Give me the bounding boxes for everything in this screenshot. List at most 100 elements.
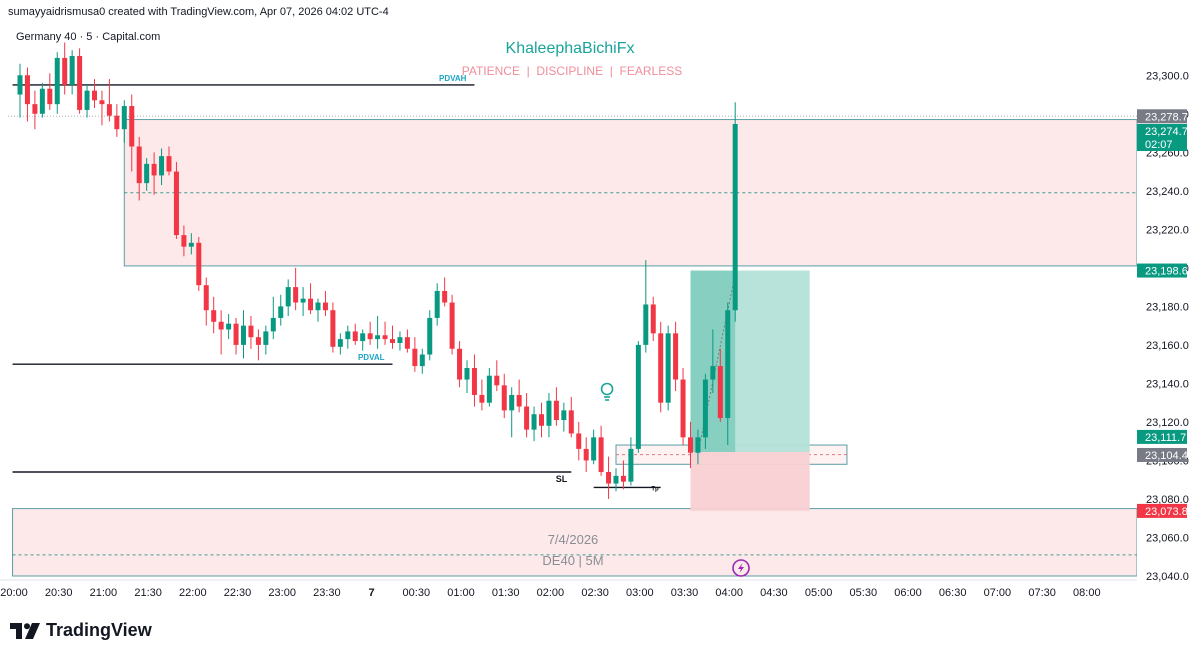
candle-body xyxy=(650,304,656,334)
candle xyxy=(412,337,418,372)
candle xyxy=(442,277,448,307)
candle xyxy=(308,283,314,315)
candle-body xyxy=(203,285,209,311)
symbol-label: Germany 40 · 5 · Capital.com xyxy=(16,31,160,43)
candle-body xyxy=(248,325,254,338)
candle xyxy=(241,310,246,359)
candle-body xyxy=(39,88,45,114)
candle-body xyxy=(233,323,239,345)
candle-body xyxy=(360,333,366,342)
candle-body xyxy=(404,337,410,349)
x-tick-label: 23:00 xyxy=(268,587,296,599)
candle-body xyxy=(226,323,232,330)
candle-body xyxy=(516,394,522,407)
candle-body xyxy=(583,448,589,461)
candle-body xyxy=(375,335,381,340)
candle xyxy=(69,50,75,95)
candle xyxy=(464,360,470,394)
chart-credit: sumayyaidrismusa0 created with TradingVi… xyxy=(8,6,389,18)
candle-body xyxy=(561,410,567,420)
candle-body xyxy=(345,331,351,340)
candle-body xyxy=(486,375,492,403)
candle xyxy=(486,368,492,407)
candle-body xyxy=(635,344,641,449)
candle xyxy=(188,233,194,255)
x-tick-label: 03:00 xyxy=(626,587,654,599)
candlestick-chart[interactable]: PDVAH PDVAL SL Tp KhaleephaBichiFx PATIENCE… xyxy=(0,0,1200,610)
candle xyxy=(688,421,693,469)
annotations-layer xyxy=(600,382,750,577)
candle-body xyxy=(54,57,60,105)
candles-layer xyxy=(17,42,738,499)
candle-body xyxy=(352,331,358,342)
x-tick-label: 22:00 xyxy=(179,587,207,599)
candle xyxy=(211,296,217,334)
candle-body xyxy=(717,366,723,419)
x-tick-label: 20:00 xyxy=(0,587,28,599)
candle-body xyxy=(397,337,403,343)
candle xyxy=(680,368,686,446)
candle-body xyxy=(159,156,165,176)
x-tick-label: 06:00 xyxy=(894,587,922,599)
candle-body xyxy=(457,348,463,380)
candle xyxy=(345,325,351,349)
candle-body xyxy=(606,472,612,484)
bolt-icon xyxy=(732,559,750,577)
candle xyxy=(606,456,612,499)
candle xyxy=(144,158,150,191)
tradingview-logo[interactable]: TradingView xyxy=(10,620,152,641)
candle-body xyxy=(188,242,194,247)
candle xyxy=(121,100,127,143)
x-tick-label: 07:00 xyxy=(984,587,1012,599)
price-label-countdown: 02:07 xyxy=(1145,139,1173,151)
candle-body xyxy=(278,306,284,318)
candle-body xyxy=(69,56,75,85)
candle xyxy=(54,52,60,114)
candle-body xyxy=(494,375,500,386)
candle-body xyxy=(643,304,649,345)
y-tick-label: 23,300.0 xyxy=(1146,70,1189,82)
candle xyxy=(382,321,388,345)
candle xyxy=(591,429,597,465)
candle-body xyxy=(114,115,120,130)
price-label: 23,111.7 xyxy=(1137,429,1187,444)
candle xyxy=(375,316,381,349)
candle xyxy=(226,314,232,340)
level-label-tp: Tp xyxy=(651,486,659,492)
candle-body xyxy=(24,75,30,105)
brand-name: TradingView xyxy=(46,620,152,640)
y-tick-label: 23,120.0 xyxy=(1146,417,1189,429)
candle-body xyxy=(524,406,530,430)
candle-body xyxy=(479,394,485,403)
candle-body xyxy=(598,437,604,472)
candle xyxy=(427,310,433,361)
candle-body xyxy=(263,331,269,345)
candle xyxy=(181,225,187,257)
x-tick-label: 07:30 xyxy=(1028,587,1056,599)
candle xyxy=(457,341,463,388)
x-tick-label: 20:30 xyxy=(45,587,73,599)
y-tick-label: 23,220.0 xyxy=(1146,224,1189,236)
candle xyxy=(509,387,515,438)
candle xyxy=(62,42,68,95)
candle-body xyxy=(620,475,626,482)
candle xyxy=(717,348,723,422)
candle xyxy=(673,321,679,392)
candle-body xyxy=(300,298,306,303)
candle xyxy=(32,90,38,130)
candle xyxy=(77,48,83,114)
candle-body xyxy=(62,57,68,85)
candle xyxy=(39,82,45,118)
candle-body xyxy=(695,437,701,453)
candle xyxy=(583,437,589,472)
candle xyxy=(24,67,30,122)
x-tick-label: 00:30 xyxy=(403,587,431,599)
x-tick-label: 05:00 xyxy=(805,587,833,599)
price-label: 23,198.6 xyxy=(1137,263,1188,278)
candle-body xyxy=(613,475,619,484)
candle-body xyxy=(568,410,574,434)
candle-body xyxy=(144,163,150,184)
price-label: 23,278.7 xyxy=(1137,109,1188,124)
price-label-text: 23,073.8 xyxy=(1145,506,1188,518)
candle xyxy=(255,329,261,361)
